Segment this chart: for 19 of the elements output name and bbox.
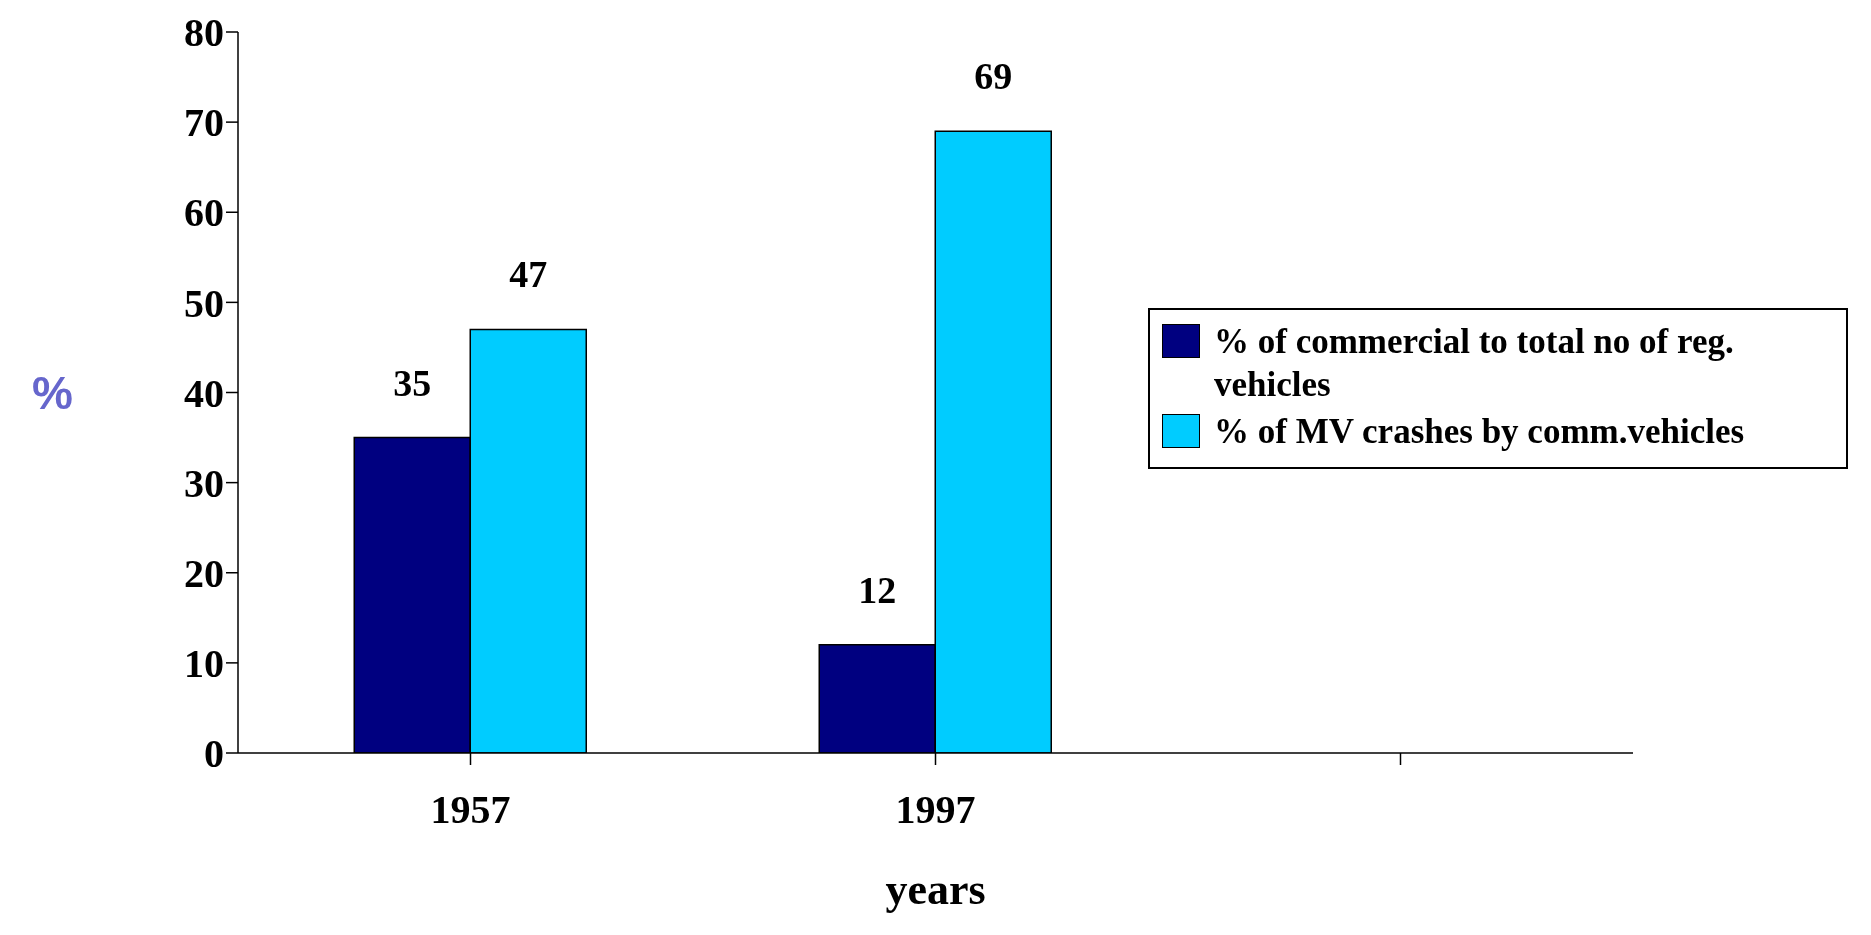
x-tick-label: 1997 bbox=[895, 787, 976, 833]
x-tick-label: 1957 bbox=[430, 787, 511, 833]
data-label: 47 bbox=[509, 253, 548, 296]
y-tick-label: 50 bbox=[184, 280, 224, 326]
y-tick-label: 60 bbox=[184, 190, 224, 236]
y-tick-label: 0 bbox=[204, 731, 224, 777]
data-label: 35 bbox=[393, 361, 432, 404]
y-tick-label: 70 bbox=[184, 100, 224, 146]
y-tick-label: 10 bbox=[184, 641, 224, 687]
y-tick-label: 80 bbox=[184, 10, 224, 56]
legend-label: % of MV crashes by comm.vehicles bbox=[1214, 411, 1745, 453]
x-axis-title: years bbox=[885, 865, 986, 914]
y-axis-title: % bbox=[32, 366, 73, 419]
data-label: 12 bbox=[858, 568, 897, 611]
legend-label: % of commercial to total no of reg. vehicles bbox=[1214, 321, 1735, 406]
y-tick-label: 20 bbox=[184, 550, 224, 596]
data-label: 69 bbox=[974, 55, 1013, 98]
y-tick-label: 40 bbox=[184, 370, 224, 416]
y-tick-label: 30 bbox=[184, 460, 224, 506]
